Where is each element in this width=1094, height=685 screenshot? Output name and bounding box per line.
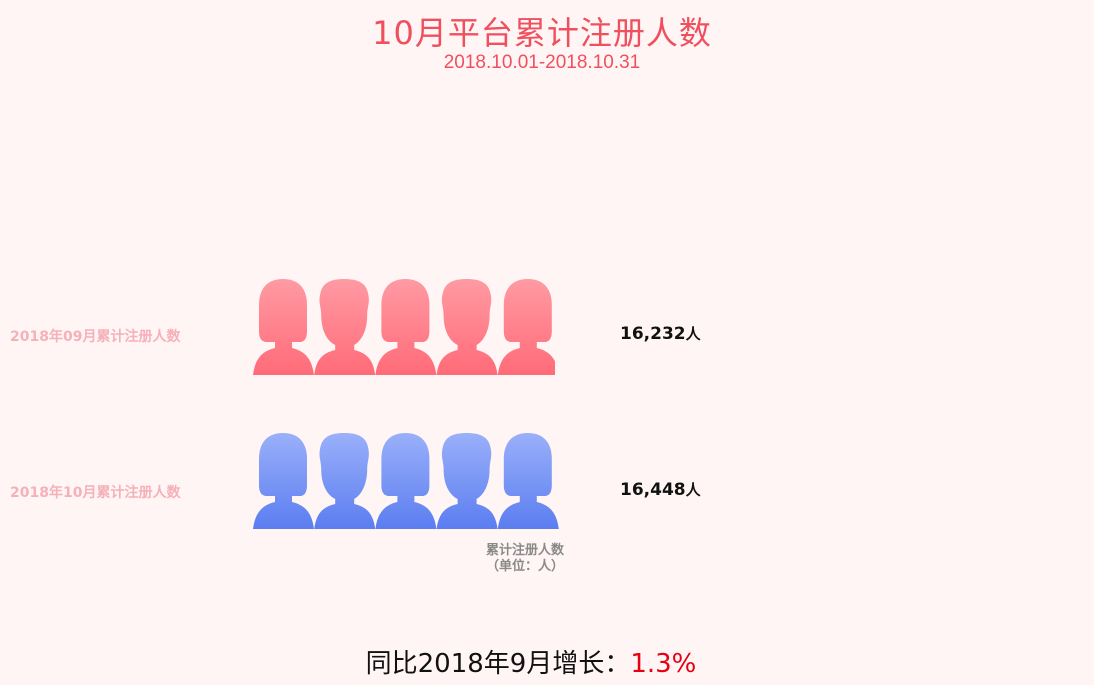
person-icon-male [314, 433, 376, 529]
growth-prefix: 同比2018年9月增长： [365, 649, 631, 679]
growth-percent: 1.3% [630, 649, 697, 679]
person-icon-female [253, 433, 314, 529]
category-label-oct: 2018年10月累计注册人数 [10, 485, 181, 501]
person-icon-female [253, 279, 314, 375]
axis-label: 累计注册人数 （单位：人） [460, 543, 590, 575]
pictogram-row-oct [253, 433, 559, 529]
person-icon-female [375, 433, 437, 529]
pictogram-row-sep [253, 279, 555, 375]
person-icon-male [436, 279, 498, 375]
value-label-oct: 16,448人 [620, 479, 701, 500]
person-icon-male [436, 433, 498, 529]
value-unit: 人 [685, 481, 701, 499]
category-label-sep: 2018年09月累计注册人数 [10, 329, 181, 345]
chart-subtitle: 2018.10.01-2018.10.31 [443, 52, 641, 73]
growth-summary: 同比2018年9月增长：1.3% [0, 643, 1062, 680]
person-icon-male [314, 279, 376, 375]
axis-label-title: 累计注册人数 [485, 543, 564, 558]
value-label-sep: 16,232人 [620, 323, 701, 344]
value-unit: 人 [685, 325, 701, 343]
person-icon-female [375, 279, 437, 375]
person-icon-female [497, 433, 559, 529]
value-number: 16,448 [620, 480, 686, 500]
value-number: 16,232 [620, 324, 686, 344]
chart-title: 10月平台累计注册人数 [372, 14, 712, 52]
person-icon-female [497, 279, 555, 375]
axis-label-unit: （单位：人） [485, 559, 564, 574]
